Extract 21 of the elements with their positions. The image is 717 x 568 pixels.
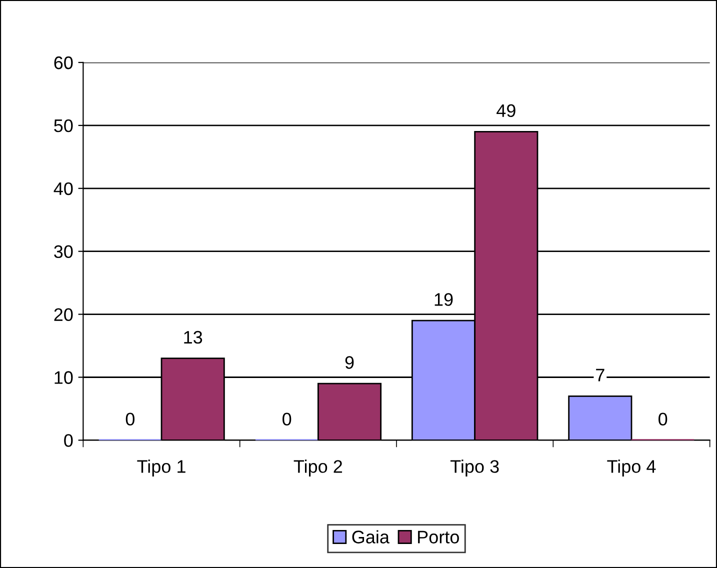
y-tick-label: 60 [54, 56, 73, 70]
x-tick-label: Tipo 1 [137, 460, 186, 476]
y-tick-label: 50 [54, 119, 73, 132]
data-label: 49 [496, 104, 516, 118]
data-label: 0 [658, 412, 668, 426]
legend-label: Porto [418, 530, 459, 544]
legend-label: Gaia [352, 530, 390, 544]
y-tick-label: 30 [54, 245, 73, 258]
data-label: 0 [126, 412, 134, 426]
x-tick-label: Tipo 3 [450, 460, 499, 476]
data-label: 0 [282, 412, 292, 426]
y-tick-label: 40 [54, 182, 73, 196]
y-tick-label: 20 [54, 308, 73, 322]
data-label: 13 [184, 330, 202, 344]
x-tick-label: Tipo 2 [294, 460, 342, 476]
y-tick-label: 10 [54, 371, 73, 384]
y-tick-label: 0 [64, 434, 73, 447]
data-label: 7 [596, 368, 604, 382]
x-tick-label: Tipo 4 [607, 460, 656, 476]
data-label: 19 [434, 293, 453, 306]
data-label: 9 [345, 356, 354, 369]
